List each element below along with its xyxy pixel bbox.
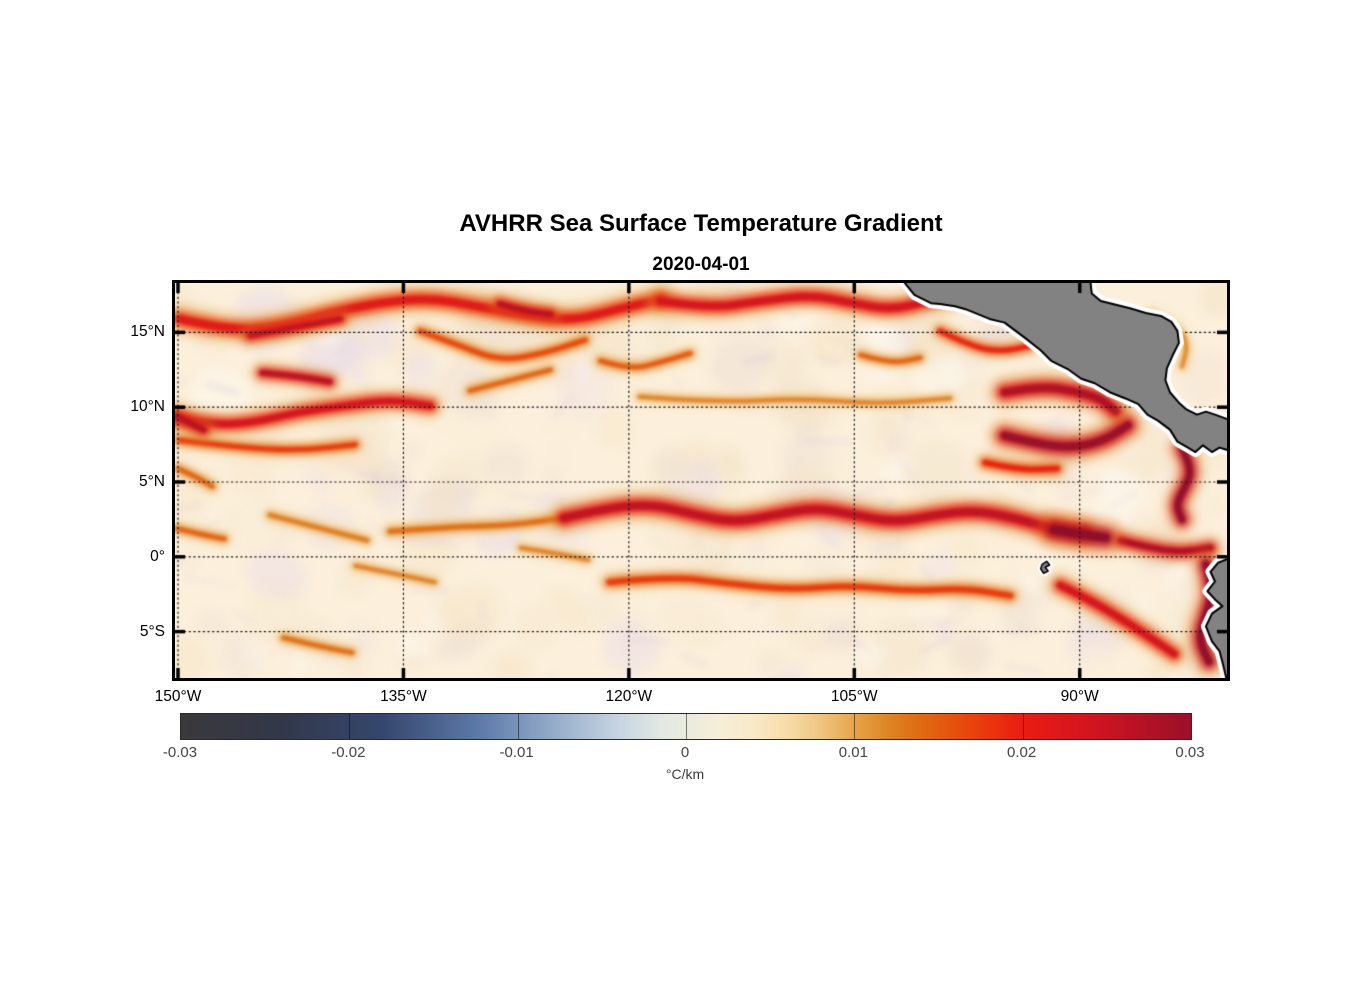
colorbar-tick-label: -0.01: [499, 744, 534, 761]
colorbar-tick-label: -0.02: [331, 744, 366, 761]
chart-date-subtitle: 2020-04-01: [652, 254, 750, 275]
lon-tick-label: 120°W: [605, 688, 653, 705]
colorbar-tick-mark: [1022, 714, 1024, 739]
colorbar-tick-label: 0.02: [1007, 744, 1037, 761]
sst-gradient-heatmap: [175, 283, 1227, 678]
colorbar-tick-label: 0: [680, 744, 690, 761]
colorbar-tick-mark: [686, 714, 687, 739]
colorbar-tick-mark: [517, 714, 519, 739]
colorbar-tick-mark: [854, 714, 856, 739]
lon-tick-label: 90°W: [1060, 688, 1099, 705]
colorbar-tick-label: 0.03: [1175, 744, 1205, 761]
lat-tick-label: 15°N: [130, 323, 165, 341]
chart-title: AVHRR Sea Surface Temperature Gradient: [459, 210, 943, 237]
colorbar-tick-label: -0.03: [162, 744, 198, 761]
colorbar: [180, 713, 1192, 740]
lon-tick-label: 150°W: [154, 688, 202, 705]
colorbar-unit-label: °C/km: [665, 766, 705, 782]
lat-tick-label: 10°N: [130, 398, 165, 416]
lat-tick-label: 5°N: [138, 472, 165, 490]
lon-tick-label: 135°W: [380, 688, 427, 705]
lat-tick-label: 5°S: [139, 622, 165, 640]
colorbar-tick-label: 0.01: [838, 744, 868, 761]
lat-tick-label: 0°: [150, 547, 165, 565]
colorbar-tick-mark: [349, 714, 351, 739]
lon-tick-label: 105°W: [830, 688, 878, 705]
